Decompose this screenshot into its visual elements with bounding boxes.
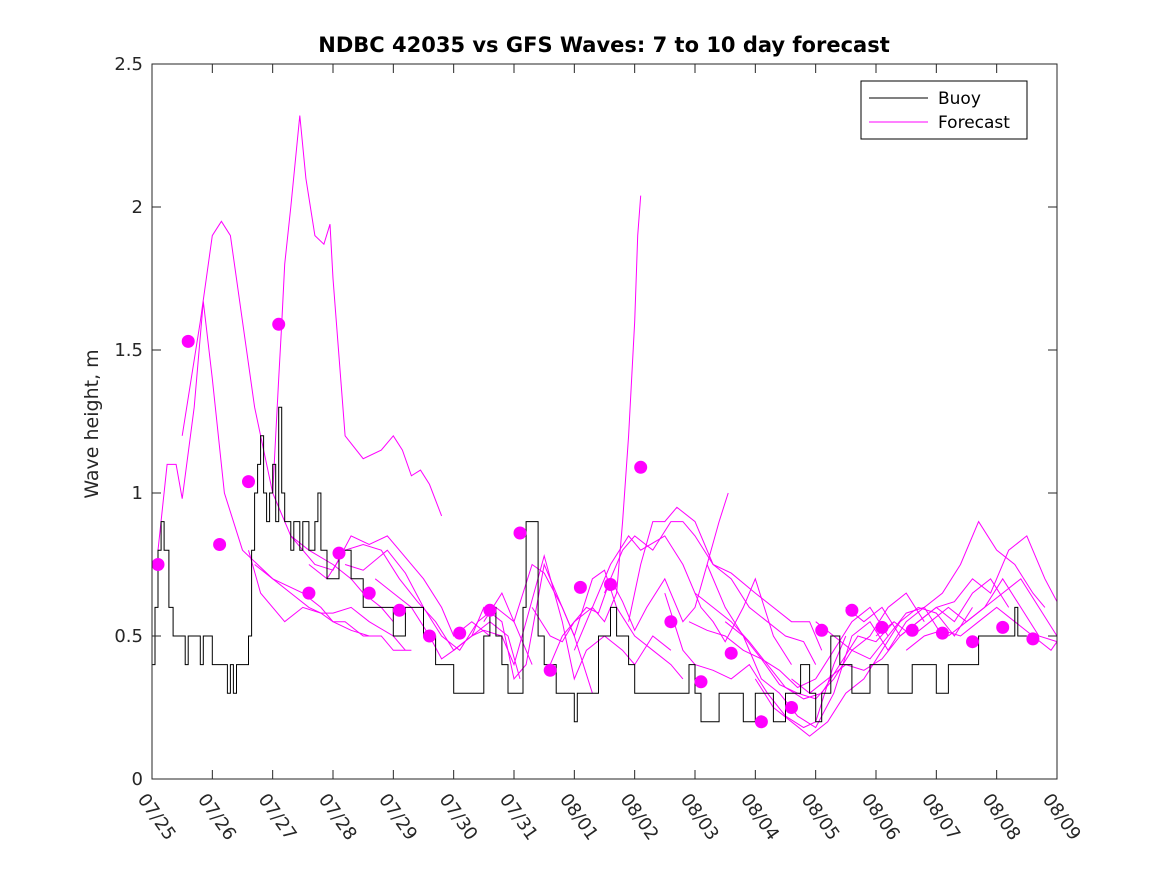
forecast-line-14 <box>573 535 792 665</box>
forecast-marker-11 <box>453 626 467 640</box>
y-tick-label: 1.5 <box>114 340 143 361</box>
forecast-line-16 <box>628 506 823 651</box>
forecast-marker-4 <box>242 475 255 489</box>
forecast-line-18 <box>688 606 889 689</box>
forecast-marker-22 <box>785 701 798 714</box>
forecast-line-3 <box>272 115 443 517</box>
forecast-line-8 <box>344 549 533 665</box>
forecast-line-27 <box>905 606 1057 652</box>
forecast-marker-7 <box>332 546 346 560</box>
forecast-marker-19 <box>694 675 708 689</box>
forecast-marker-16 <box>604 578 617 591</box>
forecast-marker-18 <box>664 615 678 629</box>
forecast-marker-23 <box>815 623 829 637</box>
forecast-marker-26 <box>905 623 919 637</box>
forecast-marker-10 <box>423 629 436 643</box>
legend-label-buoy: Buoy <box>938 89 981 109</box>
forecast-marker-13 <box>513 526 527 540</box>
forecast-line-4 <box>254 564 412 651</box>
y-tick-label: 2.5 <box>114 54 143 75</box>
forecast-line-24 <box>815 520 1046 660</box>
buoy-line <box>152 406 1027 723</box>
y-tick-label: 2 <box>132 197 143 218</box>
forecast-marker-12 <box>483 603 497 617</box>
forecast-line-21 <box>724 606 943 729</box>
forecast-marker-1 <box>152 558 165 571</box>
forecast-marker-9 <box>392 603 406 617</box>
forecast-marker-2 <box>181 334 195 348</box>
axes-box <box>151 63 1058 780</box>
plot-background <box>152 64 1057 779</box>
y-axis-label: Wave height, m <box>81 349 103 498</box>
forecast-line-9 <box>374 562 593 694</box>
forecast-marker-17 <box>634 460 648 474</box>
forecast-line-11 <box>483 563 684 680</box>
plot-area <box>152 64 1057 779</box>
forecast-marker-21 <box>754 715 768 729</box>
forecast-marker-6 <box>302 586 316 600</box>
forecast-marker-14 <box>543 663 557 677</box>
chart-title: NDBC 42035 vs GFS Waves: 7 to 10 day for… <box>318 33 889 57</box>
forecast-marker-3 <box>213 538 227 551</box>
forecast-line-1 <box>157 301 370 637</box>
y-tick-label: 0 <box>132 769 143 790</box>
legend: Buoy Forecast <box>860 80 1028 140</box>
forecast-line-25 <box>845 535 1057 637</box>
forecast-line-5 <box>248 550 406 651</box>
y-tick-label: 0.5 <box>114 626 143 647</box>
forecast-marker-5 <box>272 317 286 331</box>
forecast-line-28 <box>948 577 1057 643</box>
forecast-marker-8 <box>362 586 376 600</box>
legend-box <box>860 80 1028 140</box>
forecast-line-15 <box>604 521 817 665</box>
forecast-line-13 <box>549 492 729 665</box>
forecast-marker-29 <box>996 620 1010 634</box>
forecast-marker-25 <box>875 620 889 634</box>
forecast-marker-24 <box>845 603 859 617</box>
forecast-marker-15 <box>573 580 587 594</box>
forecast-line-22 <box>754 606 973 737</box>
series-layer <box>152 115 1057 737</box>
forecast-line-17 <box>664 592 847 729</box>
forecast-marker-27 <box>935 626 949 640</box>
forecast-marker-28 <box>966 635 979 649</box>
forecast-marker-20 <box>724 646 738 660</box>
forecast-marker-30 <box>1026 632 1040 646</box>
legend-label-forecast: Forecast <box>938 113 1010 133</box>
y-tick-label: 1 <box>132 483 143 504</box>
